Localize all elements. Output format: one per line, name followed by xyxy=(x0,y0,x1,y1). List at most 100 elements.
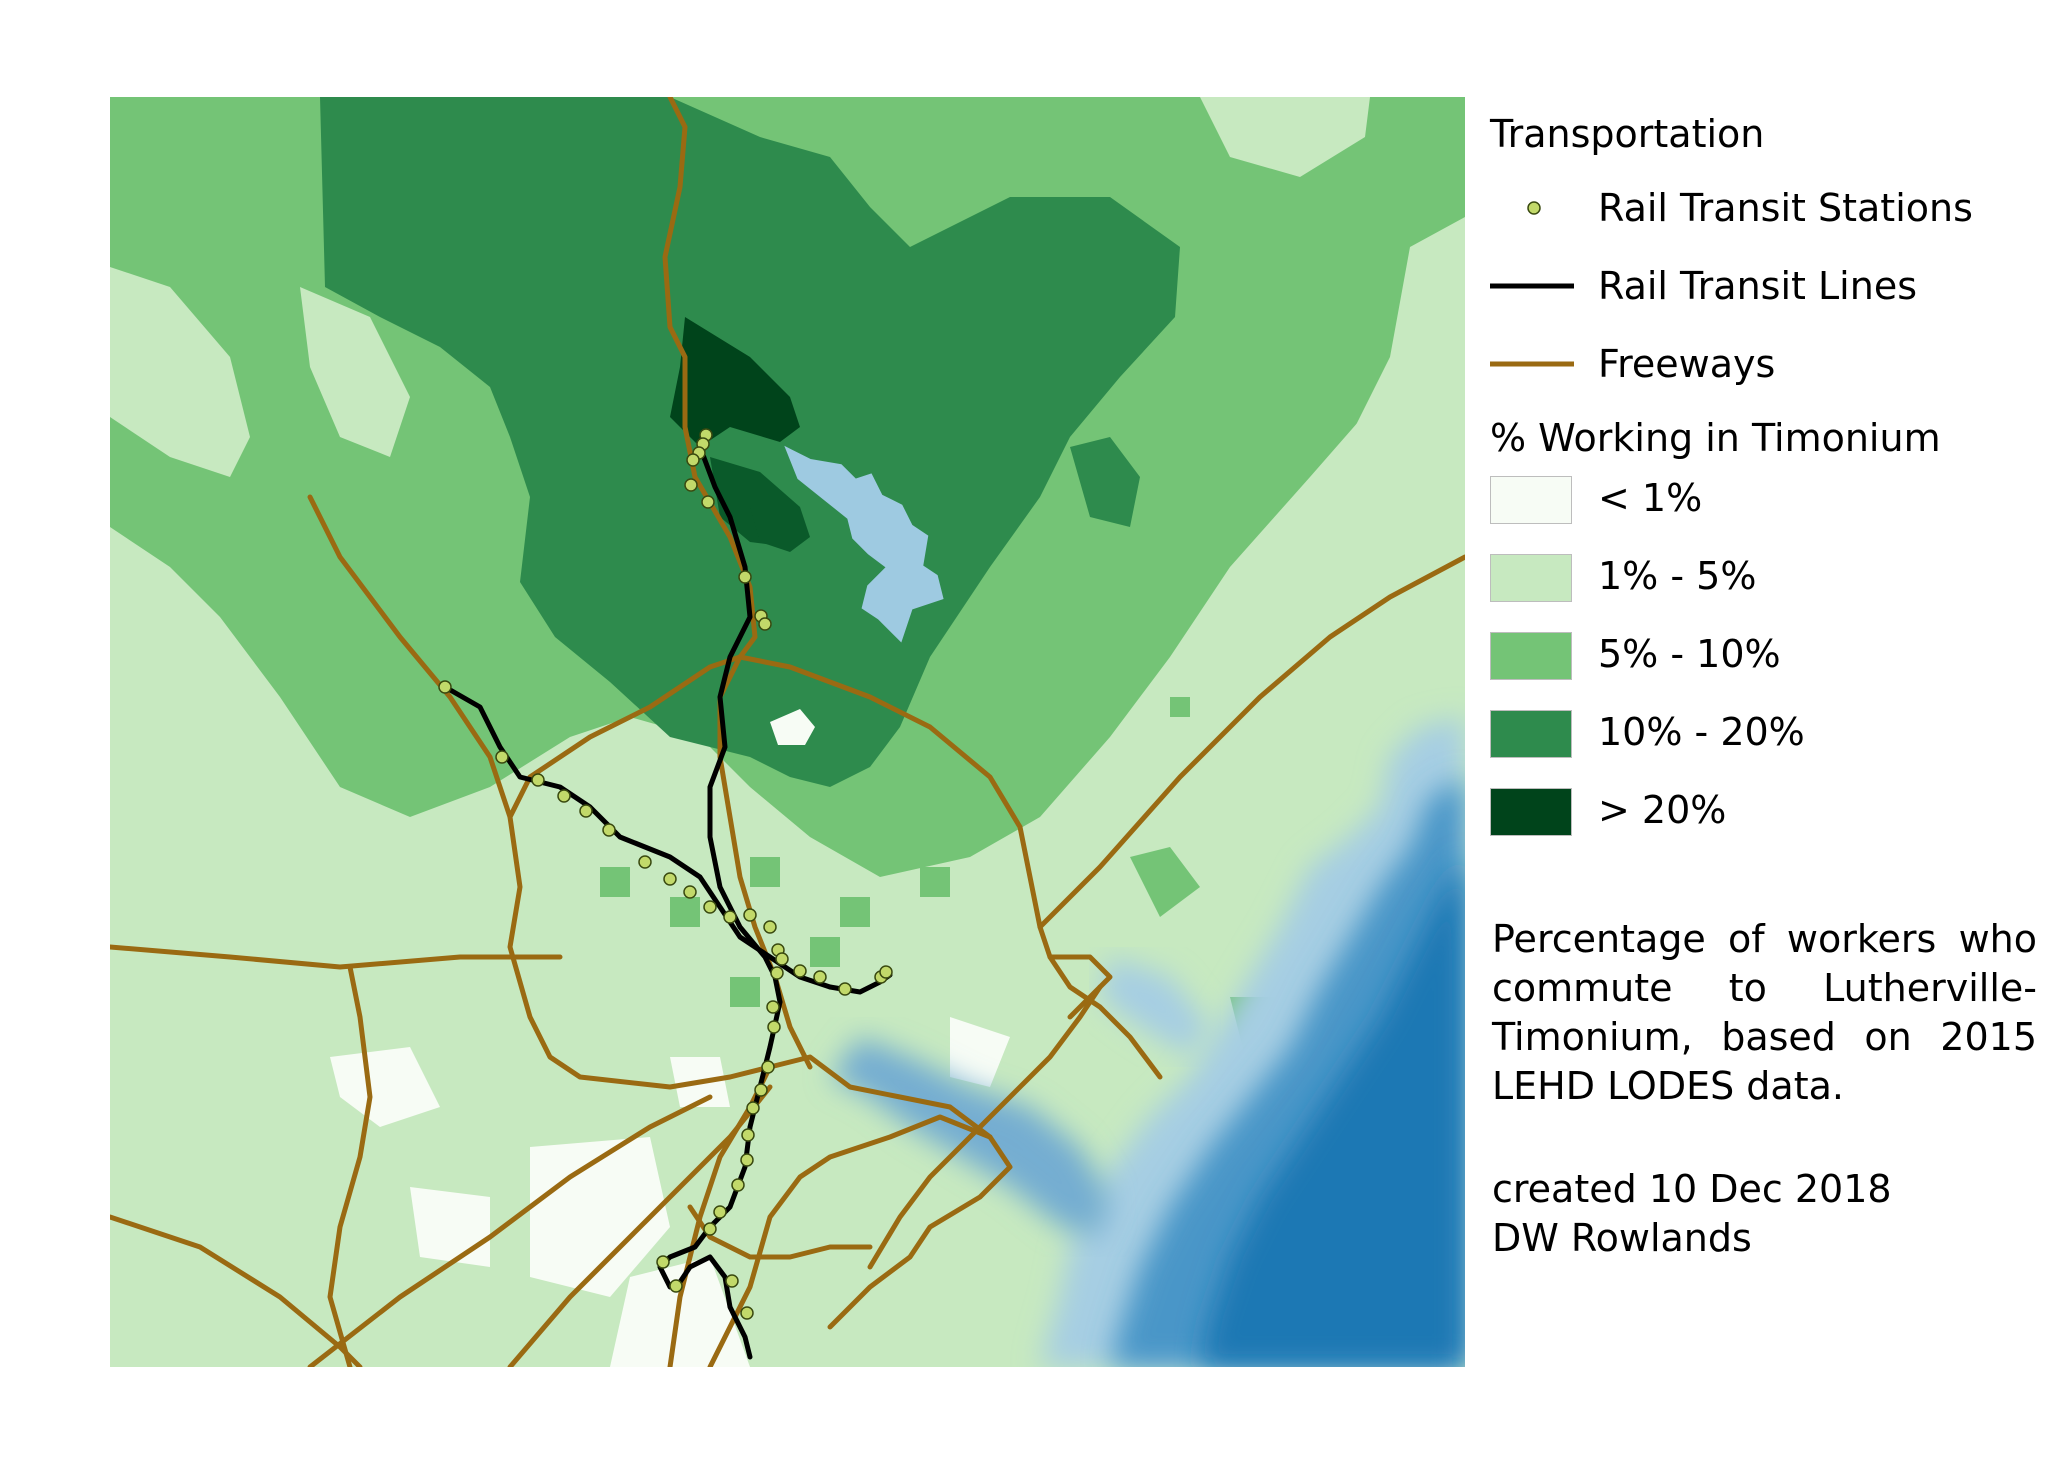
freeway-bw-pkwy xyxy=(667,1064,773,1370)
region-5-10-patch-2 xyxy=(670,897,700,927)
station xyxy=(684,478,698,492)
region-5-10-patch-1 xyxy=(600,867,630,897)
station xyxy=(740,1306,754,1320)
region-5-10-east xyxy=(1130,847,1200,917)
region-1-5-nw xyxy=(110,267,250,477)
credit-author: DW Rowlands xyxy=(1492,1216,1752,1260)
station xyxy=(738,570,752,584)
region-lt1-sw xyxy=(330,1047,440,1127)
rail-light-rail-north xyxy=(700,429,783,1005)
station xyxy=(770,966,784,980)
legend-class-label: 5% - 10% xyxy=(1598,632,1781,676)
region-lt1-south xyxy=(530,1137,670,1297)
station xyxy=(758,617,772,631)
station-dot-icon xyxy=(1527,201,1541,215)
region-5-10-patch-8 xyxy=(1170,697,1190,717)
chesapeake-bay xyxy=(1040,717,1465,1367)
legend-swatch xyxy=(1490,710,1572,758)
station xyxy=(763,920,777,934)
region-1-5-nne xyxy=(1200,97,1370,177)
station xyxy=(767,1020,781,1034)
region-5-10-patch-6 xyxy=(730,977,760,1007)
station xyxy=(746,1101,760,1115)
station xyxy=(579,804,593,818)
freeway-sw-1 xyxy=(107,1214,363,1370)
legend: Transportation Rail Transit Stations Rai… xyxy=(1490,110,2050,852)
station xyxy=(638,855,652,869)
legend-class-label: 1% - 5% xyxy=(1598,554,1757,598)
freeway-east-loop xyxy=(1047,954,1113,1020)
region-10-20-east xyxy=(1070,437,1140,527)
freeway-sw-2 xyxy=(307,1094,713,1370)
region-lt1-blob xyxy=(770,709,815,745)
station xyxy=(761,1060,775,1074)
legend-swatch xyxy=(1490,632,1572,680)
legend-class-lt1: < 1% xyxy=(1490,462,2050,540)
legend-class-10-20: 10% - 20% xyxy=(1490,696,2050,774)
legend-label-stations: Rail Transit Stations xyxy=(1598,186,1973,230)
station xyxy=(495,750,509,764)
legend-swatch xyxy=(1490,554,1572,602)
station xyxy=(713,1205,727,1219)
region-5-10-patch-5 xyxy=(920,867,950,897)
station xyxy=(813,970,827,984)
region-1-5-ne xyxy=(1350,217,1465,567)
region-10-20-core xyxy=(320,97,1180,787)
station xyxy=(740,1153,754,1167)
station xyxy=(557,789,571,803)
station xyxy=(879,965,893,979)
legend-item-stations: Rail Transit Stations xyxy=(1490,172,2050,250)
map-description: Percentage of workers who commute to Lut… xyxy=(1492,917,2037,1108)
freeway-i70 xyxy=(107,944,563,970)
region-gt20-east xyxy=(750,507,810,552)
middle-river xyxy=(1100,957,1210,1057)
legend-class-gt20: > 20% xyxy=(1490,774,2050,852)
station xyxy=(683,885,697,899)
reservoir xyxy=(784,445,944,643)
station xyxy=(775,952,789,966)
legend-swatch xyxy=(1490,476,1572,524)
legend-swatch xyxy=(1490,788,1572,836)
station xyxy=(731,1178,745,1192)
legend-class-label: 10% - 20% xyxy=(1598,710,1805,754)
choropleth-map xyxy=(107,94,1468,1370)
legend-class-label: < 1% xyxy=(1598,476,1703,520)
region-1-5-west xyxy=(300,287,410,457)
station xyxy=(793,964,807,978)
region-5-10-patch-7 xyxy=(810,937,840,967)
legend-class-label: > 20% xyxy=(1598,788,1727,832)
legend-classes-heading: % Working in Timonium xyxy=(1490,416,1941,460)
station xyxy=(741,1128,755,1142)
map-credit: created 10 Dec 2018 DW Rowlands xyxy=(1492,1165,2037,1263)
legend-item-rail: Rail Transit Lines xyxy=(1490,250,2050,328)
region-lt1-ssw xyxy=(410,1187,490,1267)
region-5-10-patch-3 xyxy=(750,857,780,887)
freeway-i83-north xyxy=(662,94,758,660)
station xyxy=(754,1083,768,1097)
station xyxy=(701,495,715,509)
station xyxy=(531,773,545,787)
freeway-west-1 xyxy=(327,964,373,1370)
station xyxy=(656,1255,670,1269)
legend-label-freeways: Freeways xyxy=(1598,342,1776,386)
station xyxy=(766,1000,780,1014)
freeway-line-icon xyxy=(1490,361,1574,367)
region-gt20 xyxy=(670,317,800,447)
legend-transport-heading: Transportation xyxy=(1490,112,1765,156)
legend-class-1-5: 1% - 5% xyxy=(1490,540,2050,618)
legend-item-freeways: Freeways xyxy=(1490,328,2050,406)
station xyxy=(703,1222,717,1236)
station xyxy=(669,1279,683,1293)
freeway-i97 xyxy=(707,1114,993,1370)
station xyxy=(686,453,700,467)
station xyxy=(743,908,757,922)
station xyxy=(723,910,737,924)
freeway-i795 xyxy=(307,494,513,820)
station xyxy=(838,982,852,996)
rail-stations xyxy=(438,428,893,1320)
station xyxy=(725,1274,739,1288)
region-lt1-se xyxy=(950,1017,1010,1087)
legend-class-5-10: 5% - 10% xyxy=(1490,618,2050,696)
station xyxy=(703,900,717,914)
station xyxy=(663,872,677,886)
